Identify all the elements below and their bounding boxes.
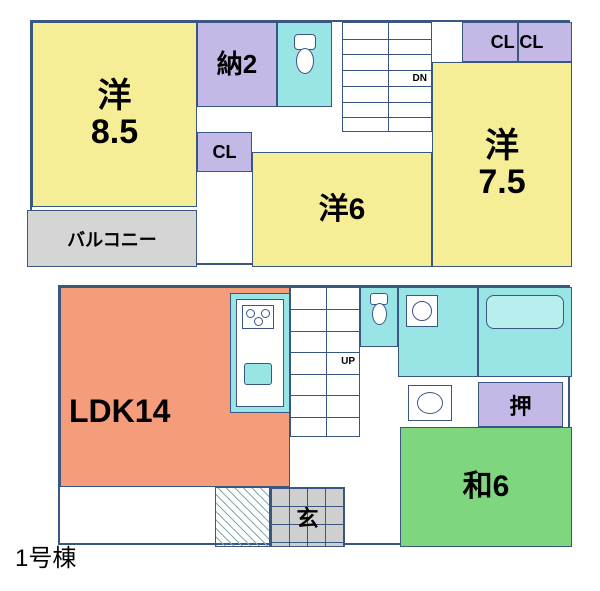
second-floor: 洋 8.5納2CL CL洋 7.5CL洋6バルコニーDN	[30, 20, 570, 265]
room-genkan: 玄	[270, 487, 345, 547]
washing-machine-icon	[406, 295, 438, 327]
room-label-oshi: 押	[509, 389, 531, 421]
f2-stairs: DN	[342, 22, 432, 132]
cl-divider	[517, 22, 519, 62]
hob-icon	[242, 305, 274, 329]
room-label-wa6: 和6	[463, 471, 510, 503]
first-floor: LDK14 押和6 玄 UP	[58, 285, 570, 545]
stairs-label: DN	[413, 73, 427, 84]
washbasin-icon	[408, 385, 452, 421]
room-west6: 洋6	[252, 152, 432, 267]
room-wa6: 和6	[400, 427, 572, 547]
room-label-west85: 洋 8.5	[91, 79, 138, 150]
toilet-icon-f2	[294, 34, 316, 78]
room-label-west75: 洋 7.5	[478, 129, 525, 200]
room-label-ldk: LDK14	[69, 395, 170, 429]
sink-icon	[244, 363, 272, 385]
room-cl_sm: CL	[197, 132, 252, 172]
building-label: 1号棟	[15, 538, 76, 573]
room-porch	[215, 487, 270, 547]
room-oshi: 押	[478, 382, 563, 427]
room-balcony: バルコニー	[27, 210, 197, 267]
room-label-balcony: バルコニー	[67, 226, 157, 252]
room-west75: 洋 7.5	[432, 62, 572, 267]
room-label-cl_sm: CL	[213, 142, 237, 163]
room-nando: 納2	[197, 22, 277, 107]
room-label-west6: 洋6	[319, 194, 366, 226]
f1-stairs: UP	[290, 287, 360, 437]
room-label-nando: 納2	[217, 51, 257, 78]
room-west85: 洋 8.5	[32, 22, 197, 207]
stairs-label: UP	[341, 356, 355, 367]
bathtub-icon	[486, 295, 564, 329]
toilet-icon-f1	[370, 293, 388, 331]
room-label-genkan: 玄	[296, 501, 318, 533]
